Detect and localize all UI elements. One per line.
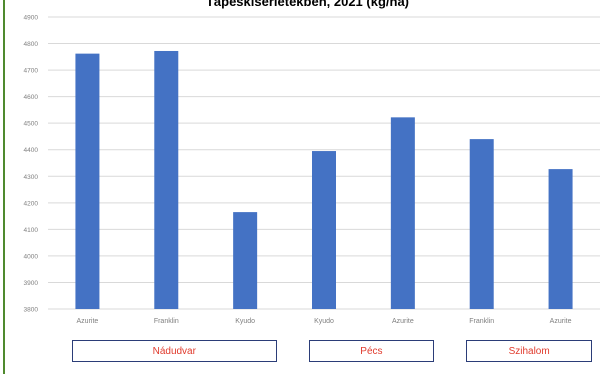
group-label: Szihalom xyxy=(466,340,592,362)
bar xyxy=(390,117,415,309)
x-tick-label: Azurite xyxy=(392,318,414,325)
left-border-rule xyxy=(3,0,5,374)
y-tick-label: 4300 xyxy=(24,174,39,181)
y-tick-label: 3800 xyxy=(24,307,39,314)
chart-title: Tápéskísérletekben, 2021 (kg/ha) xyxy=(205,0,410,9)
y-tick-label: 4200 xyxy=(24,200,39,207)
y-tick-label: 4500 xyxy=(24,121,39,128)
x-tick-label: Franklin xyxy=(469,318,494,325)
bar xyxy=(75,53,100,310)
y-tick-label: 4400 xyxy=(24,147,39,154)
y-tick-label: 3900 xyxy=(24,280,39,287)
y-tick-label: 4900 xyxy=(24,15,39,22)
bar xyxy=(154,50,179,309)
group-label: Pécs xyxy=(308,340,435,362)
y-tick-label: 4800 xyxy=(24,41,39,48)
bar xyxy=(469,139,494,309)
y-tick-label: 4700 xyxy=(24,68,39,75)
group-label: Nádudvar xyxy=(72,340,277,362)
x-tick-label: Franklin xyxy=(154,318,179,325)
bar xyxy=(312,151,336,309)
bar xyxy=(548,169,573,309)
bar xyxy=(233,212,258,309)
y-tick-label: 4100 xyxy=(24,227,39,234)
x-tick-label: Kyudo xyxy=(314,318,334,325)
x-tick-label: Azurite xyxy=(550,318,572,325)
x-tick-label: Kyudo xyxy=(235,318,255,325)
x-tick-label: Azurite xyxy=(77,318,99,325)
y-tick-label: 4600 xyxy=(24,94,39,101)
y-tick-label: 4000 xyxy=(24,253,39,260)
